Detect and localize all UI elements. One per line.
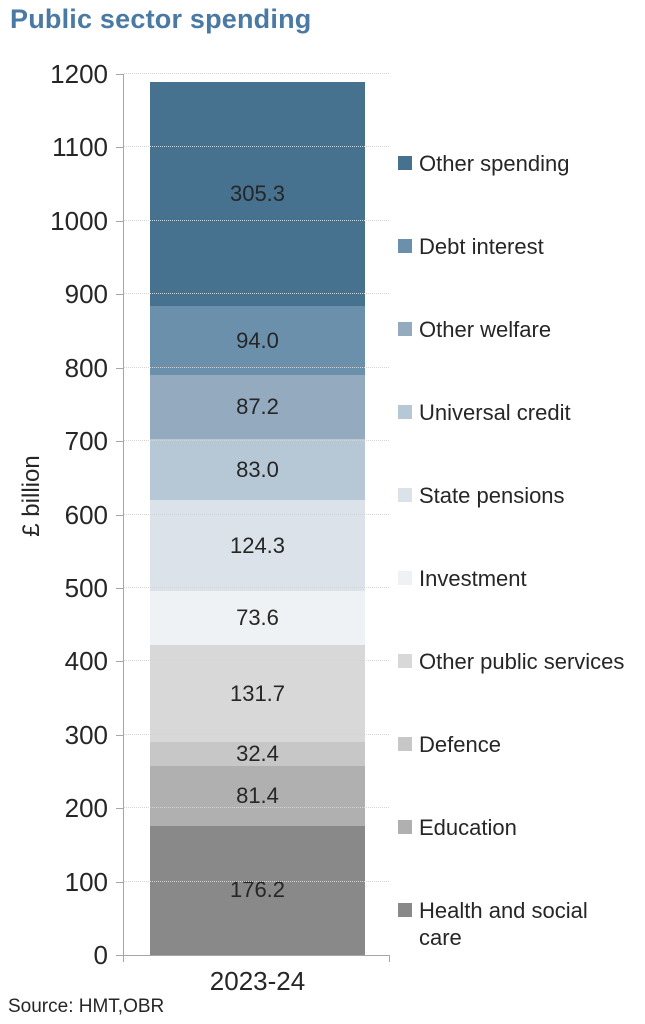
bar-segment-other-public-services: 131.7 <box>150 645 365 743</box>
y-tick <box>116 881 123 883</box>
y-gridline <box>124 440 389 442</box>
y-tick <box>116 587 123 589</box>
bar-segment-other-welfare: 87.2 <box>150 375 365 440</box>
y-tick-label: 500 <box>64 572 108 603</box>
y-gridline <box>124 880 389 882</box>
source-note: Source: HMT,OBR <box>8 996 165 1017</box>
legend-label: Investment <box>419 566 527 591</box>
legend-swatch <box>398 322 412 336</box>
legend-item-other-welfare: Other welfare <box>398 316 638 343</box>
y-tick-label: 0 <box>93 940 108 970</box>
y-tick-label: 600 <box>64 499 108 530</box>
y-gridline <box>124 366 389 368</box>
y-tick <box>116 514 123 516</box>
bar-segment-value: 94.0 <box>236 327 279 353</box>
y-gridline <box>124 733 389 735</box>
y-tick <box>116 220 123 222</box>
bar-segment-value: 81.4 <box>236 782 279 808</box>
y-gridline <box>124 660 389 662</box>
legend-swatch <box>398 488 412 502</box>
y-tick-label: 300 <box>64 719 108 750</box>
legend-swatch <box>398 903 412 917</box>
legend-item-other-spending: Other spending <box>398 150 638 177</box>
legend-item-health-and-social-care: Health and social care <box>398 897 638 951</box>
legend-swatch <box>398 654 412 668</box>
y-tick-label: 1100 <box>52 132 108 163</box>
bar-segment-value: 124.3 <box>229 532 286 558</box>
y-tick <box>116 74 123 75</box>
legend-label: Other public services <box>419 649 625 674</box>
legend-swatch <box>398 405 412 419</box>
x-category-label: 2023-24 <box>209 966 306 996</box>
y-gridline <box>124 513 389 515</box>
y-gridline <box>124 219 389 221</box>
y-tick <box>116 955 123 956</box>
y-tick-label: 200 <box>64 793 108 824</box>
y-tick-label: 800 <box>64 352 108 383</box>
y-gridline <box>124 807 389 809</box>
y-tick-label: 1200 <box>50 59 108 89</box>
y-gridline <box>124 73 389 74</box>
legend-label: Other spending <box>419 151 570 176</box>
bar-segment-other-spending: 305.3 <box>150 82 365 307</box>
legend-item-education: Education <box>398 814 638 841</box>
legend-item-debt-interest: Debt interest <box>398 233 638 260</box>
legend-item-state-pensions: State pensions <box>398 482 638 509</box>
bar-segment-value: 32.4 <box>236 741 279 766</box>
legend-label: Debt interest <box>419 234 544 259</box>
legend-swatch <box>398 571 412 585</box>
legend-label: Health and social care <box>419 898 588 950</box>
legend-label: State pensions <box>419 483 565 508</box>
stacked-bar: 176.2 81.4 32.4 131.7 73.6 124.3 83.0 87.2 94.0 3… <box>150 82 365 955</box>
bar-segment-investment: 73.6 <box>150 591 365 646</box>
bar-segment-value: 87.2 <box>236 394 279 420</box>
y-tick-label: 900 <box>64 279 108 310</box>
bar-segment-debt-interest: 94.0 <box>150 306 365 376</box>
legend-swatch <box>398 820 412 834</box>
y-tick <box>116 441 123 443</box>
y-tick <box>116 734 123 736</box>
legend-label: Other welfare <box>419 317 552 342</box>
legend-item-other-public-services: Other public services <box>398 648 638 675</box>
legend-item-defence: Defence <box>398 731 638 758</box>
legend-item-investment: Investment <box>398 565 638 592</box>
y-axis-line <box>123 74 124 962</box>
legend-item-universal-credit: Universal credit <box>398 399 638 426</box>
x-axis-line <box>123 955 389 956</box>
bar-segment-education: 81.4 <box>150 765 365 826</box>
y-tick <box>116 147 123 149</box>
legend-swatch <box>398 156 412 170</box>
y-tick <box>116 661 123 663</box>
y-gridline <box>124 586 389 588</box>
bar-segment-universal-credit: 83.0 <box>150 439 365 501</box>
chart-title: Public sector spending <box>10 4 312 34</box>
bar-segment-value: 83.0 <box>236 456 279 482</box>
y-tick-label: 100 <box>64 866 108 897</box>
y-tick-label: 400 <box>64 646 108 677</box>
legend-label: Universal credit <box>419 400 571 425</box>
bar-segment-value: 305.3 <box>229 181 286 207</box>
bar-segment-value: 131.7 <box>229 680 286 706</box>
bar-segment-value: 73.6 <box>236 605 279 631</box>
y-tick <box>116 808 123 810</box>
legend-swatch <box>398 737 412 751</box>
x-axis-end-tick <box>389 955 390 962</box>
legend-label: Defence <box>419 732 501 757</box>
bar-segment-state-pensions: 124.3 <box>150 500 365 592</box>
bar-segment-defence: 32.4 <box>150 741 365 766</box>
legend-label: Education <box>419 815 517 840</box>
y-gridline <box>124 293 389 295</box>
bar-segment-health-and-social-care: 176.2 <box>150 825 365 955</box>
y-gridline <box>124 146 389 148</box>
y-tick <box>116 294 123 296</box>
legend-swatch <box>398 239 412 253</box>
y-tick <box>116 367 123 369</box>
y-tick-label: 1000 <box>50 205 108 236</box>
y-tick-label: 700 <box>64 426 108 457</box>
